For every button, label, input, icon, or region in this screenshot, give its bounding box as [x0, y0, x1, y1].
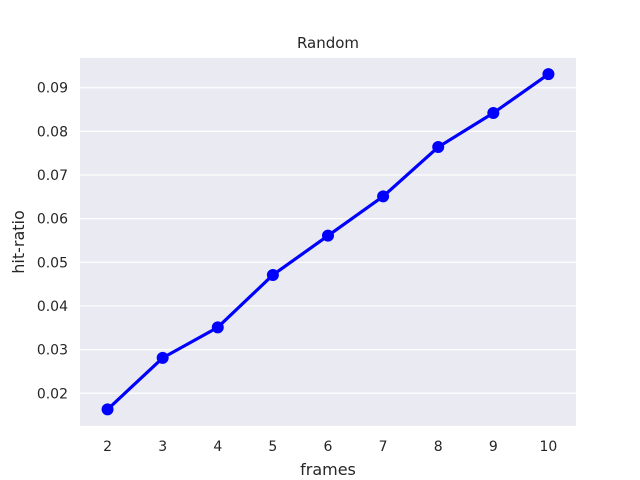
y-tick-label: 0.09: [37, 81, 68, 97]
y-axis-ticks: 0.02 0.03 0.04 0.05 0.06 0.07 0.08 0.09: [37, 81, 68, 403]
y-tick-label: 0.04: [37, 299, 68, 315]
chart-title: Random: [297, 34, 359, 52]
data-point: [542, 68, 555, 81]
x-tick-label: 7: [379, 439, 388, 455]
y-tick-label: 0.02: [37, 386, 68, 402]
series: [101, 68, 555, 416]
x-tick-label: 5: [268, 439, 277, 455]
x-axis-label: frames: [300, 460, 356, 479]
data-point: [487, 107, 500, 120]
y-tick-label: 0.03: [37, 343, 68, 359]
x-axis-ticks: 2 3 4 5 6 7 8 9 10: [103, 439, 557, 455]
data-point: [266, 268, 279, 281]
gridlines: [80, 87, 576, 394]
x-tick-label: 9: [489, 439, 498, 455]
x-tick-label: 4: [213, 439, 222, 455]
y-tick-label: 0.06: [37, 212, 68, 228]
x-tick-label: 8: [434, 439, 443, 455]
x-tick-label: 10: [540, 439, 558, 455]
data-point: [211, 321, 224, 334]
data-point: [101, 403, 114, 416]
y-tick-label: 0.05: [37, 255, 68, 271]
x-tick-label: 6: [324, 439, 333, 455]
data-point: [322, 229, 334, 242]
data-point: [432, 141, 445, 154]
y-tick-label: 0.07: [37, 168, 68, 184]
x-tick-label: 3: [158, 439, 167, 455]
x-tick-label: 2: [103, 439, 112, 455]
data-point: [156, 351, 169, 364]
y-axis-label: hit-ratio: [9, 210, 28, 274]
series-layer: [101, 68, 555, 416]
y-tick-label: 0.08: [37, 124, 68, 140]
plot-area: [80, 58, 576, 426]
data-point: [377, 190, 390, 203]
